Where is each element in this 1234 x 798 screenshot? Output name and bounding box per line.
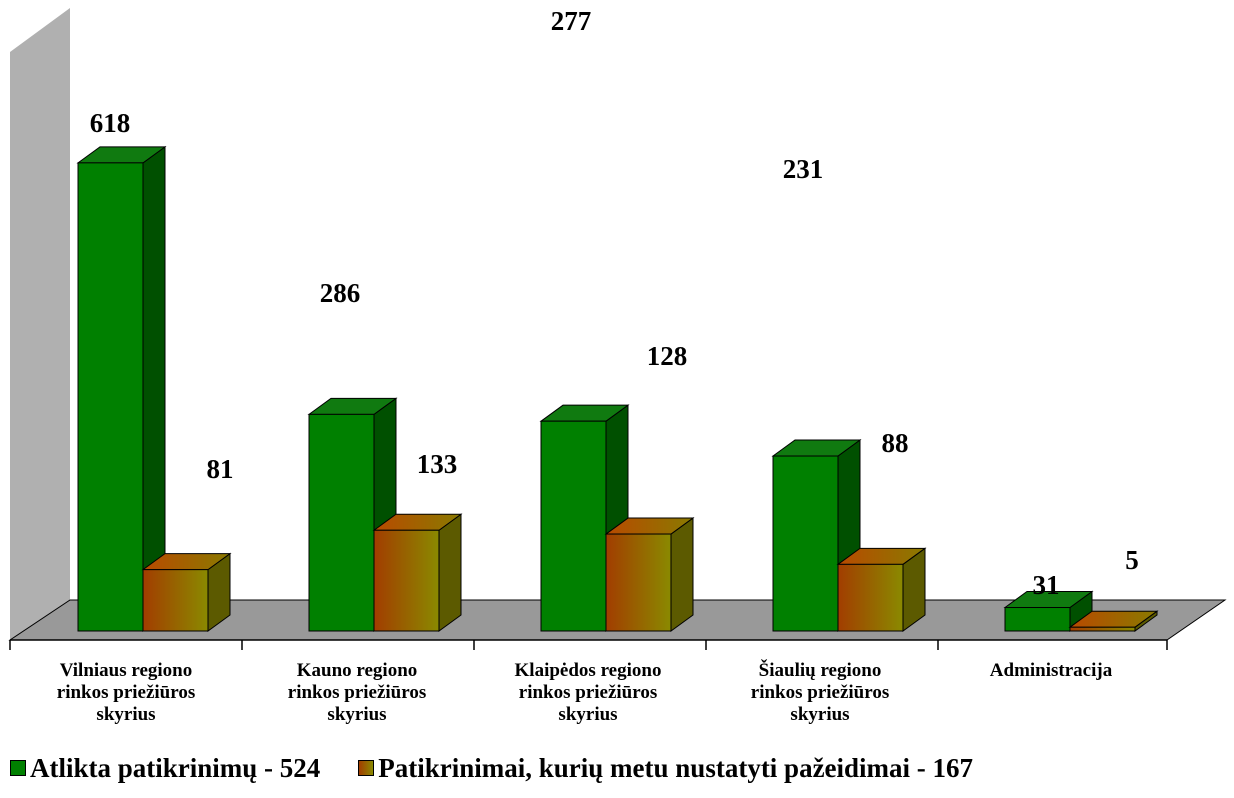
- x-tick-label-line: Šiaulių regiono: [758, 660, 882, 681]
- x-tick-label-line: rinkos priežiūros: [750, 682, 890, 703]
- legend-label-series-2: Patikrinimai, kurių metu nustatyti pažei…: [378, 752, 974, 783]
- x-tick-label-line: Administracija: [989, 660, 1113, 681]
- bar-series-1: [1004, 607, 1071, 632]
- x-tick-label-line: skyrius: [558, 704, 618, 725]
- x-tick-label: Vilniaus regiono rinkos priežiūros skyrius: [21, 660, 231, 726]
- bar-series-2: [605, 533, 672, 632]
- bar-series-2: [837, 563, 904, 632]
- legend-swatch-series-1: [10, 760, 26, 776]
- x-tick-label-line: skyrius: [96, 704, 156, 725]
- legend: Atlikta patikrinimų - 524 Patikrinimai, …: [10, 750, 1011, 786]
- x-tick-label: Šiaulių regiono rinkos priežiūros skyrius: [715, 660, 925, 726]
- legend-item-series-2: Patikrinimai, kurių metu nustatyti pažei…: [358, 753, 973, 784]
- legend-label-series-1: Atlikta patikrinimų - 524: [30, 752, 321, 783]
- x-tick-label: Klaipėdos regiono rinkos priežiūros skyriu…: [483, 660, 693, 726]
- bar-series-2-side: [438, 513, 462, 632]
- bar-series-2: [373, 529, 440, 632]
- bar-series-2: [142, 569, 209, 632]
- data-label-series-2: 81: [207, 454, 234, 484]
- x-tick-label-line: skyrius: [790, 704, 850, 725]
- data-label-series-2: 88: [882, 428, 909, 458]
- chart-back-wall: [10, 8, 70, 640]
- chart-plot: 618 81 286 133 277 128 231 88 31 5: [8, 6, 1227, 650]
- bar-series-1: [540, 420, 607, 632]
- data-label-series-2: 133: [417, 449, 458, 479]
- x-tick-label: Administracija: [946, 660, 1156, 682]
- data-label-series-1: 618: [90, 108, 131, 138]
- data-label-series-1: 286: [320, 278, 361, 308]
- bar-series-1: [772, 455, 839, 632]
- x-tick-label: Kauno regiono rinkos priežiūros skyrius: [252, 660, 462, 726]
- data-label-series-1: 31: [1033, 570, 1060, 600]
- x-tick-label-line: Klaipėdos regiono: [514, 660, 662, 681]
- bar-series-1: [77, 162, 144, 632]
- x-tick-label-line: skyrius: [327, 704, 387, 725]
- x-tick-label-line: rinkos priežiūros: [56, 682, 196, 703]
- bar-series-2-side: [670, 517, 694, 632]
- data-label-series-2: 5: [1125, 545, 1139, 575]
- x-tick-label-line: rinkos priežiūros: [287, 682, 427, 703]
- data-label-series-1: 277: [551, 6, 592, 36]
- legend-swatch-series-2: [358, 760, 375, 776]
- x-tick-label-line: Kauno regiono: [296, 660, 418, 681]
- bar-series-2: [1069, 626, 1136, 632]
- legend-item-series-1: Atlikta patikrinimų - 524: [10, 753, 320, 784]
- bar-series-1: [308, 413, 375, 632]
- x-tick-label-line: Vilniaus regiono: [59, 660, 193, 681]
- data-label-series-1: 231: [783, 154, 824, 184]
- data-label-series-2: 128: [647, 341, 688, 371]
- x-tick-label-line: rinkos priežiūros: [518, 682, 658, 703]
